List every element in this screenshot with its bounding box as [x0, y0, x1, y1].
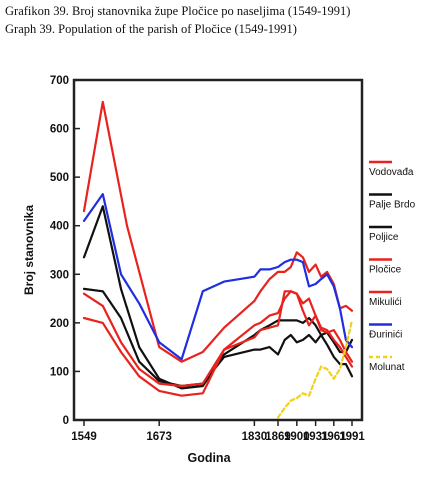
- chart-caption-english: Graph 39. Population of the parish of Pl…: [5, 22, 297, 36]
- y-tick-label: 700: [50, 75, 69, 87]
- legend-label: Molunat: [369, 362, 405, 373]
- legend-label: Pločice: [369, 265, 402, 276]
- y-tick-label: 200: [50, 318, 69, 330]
- plot-area-frame: [72, 78, 364, 422]
- series-lines: [82, 100, 354, 419]
- y-tick-label: 0: [63, 415, 69, 427]
- legend-label: Palje Brdo: [369, 200, 416, 211]
- y-tick-label: 400: [50, 221, 69, 233]
- x-tick-label: 1931: [303, 431, 329, 443]
- legend-label: Mikulići: [369, 297, 402, 308]
- legend-label: Poljice: [369, 232, 399, 243]
- x-tick-label: 1549: [71, 431, 97, 443]
- y-axis: 0 100 200 300 400 500 600 700: [50, 75, 80, 427]
- legend: Vodovađa Palje Brdo Poljice Pločice Mikulići…: [369, 160, 416, 373]
- x-axis-title: Godina: [187, 451, 231, 465]
- x-tick-label: 1830: [242, 431, 268, 443]
- chart-caption-croatian: Grafikon 39. Broj stanovnika župe Pločic…: [5, 4, 351, 18]
- x-tick-label: 1869: [265, 431, 291, 443]
- x-tick-label: 1673: [146, 431, 172, 443]
- x-tick-label: 1961: [321, 431, 347, 443]
- x-tick-label: 1900: [284, 431, 310, 443]
- y-tick-label: 300: [50, 269, 69, 281]
- y-tick-label: 100: [50, 366, 69, 378]
- series-line: [82, 290, 354, 388]
- series-line: [276, 319, 354, 419]
- series-line: [82, 100, 354, 363]
- series-line: [82, 287, 354, 388]
- x-tick-label: 1991: [339, 431, 365, 443]
- y-tick-label: 600: [50, 124, 69, 136]
- y-axis-title: Broj stanovnika: [22, 205, 36, 295]
- legend-label: Đurinići: [369, 330, 402, 341]
- series-line: [82, 290, 354, 397]
- series-line: [82, 193, 354, 361]
- series-line: [82, 205, 354, 390]
- legend-label: Vodovađa: [369, 167, 414, 178]
- y-tick-label: 500: [50, 172, 69, 184]
